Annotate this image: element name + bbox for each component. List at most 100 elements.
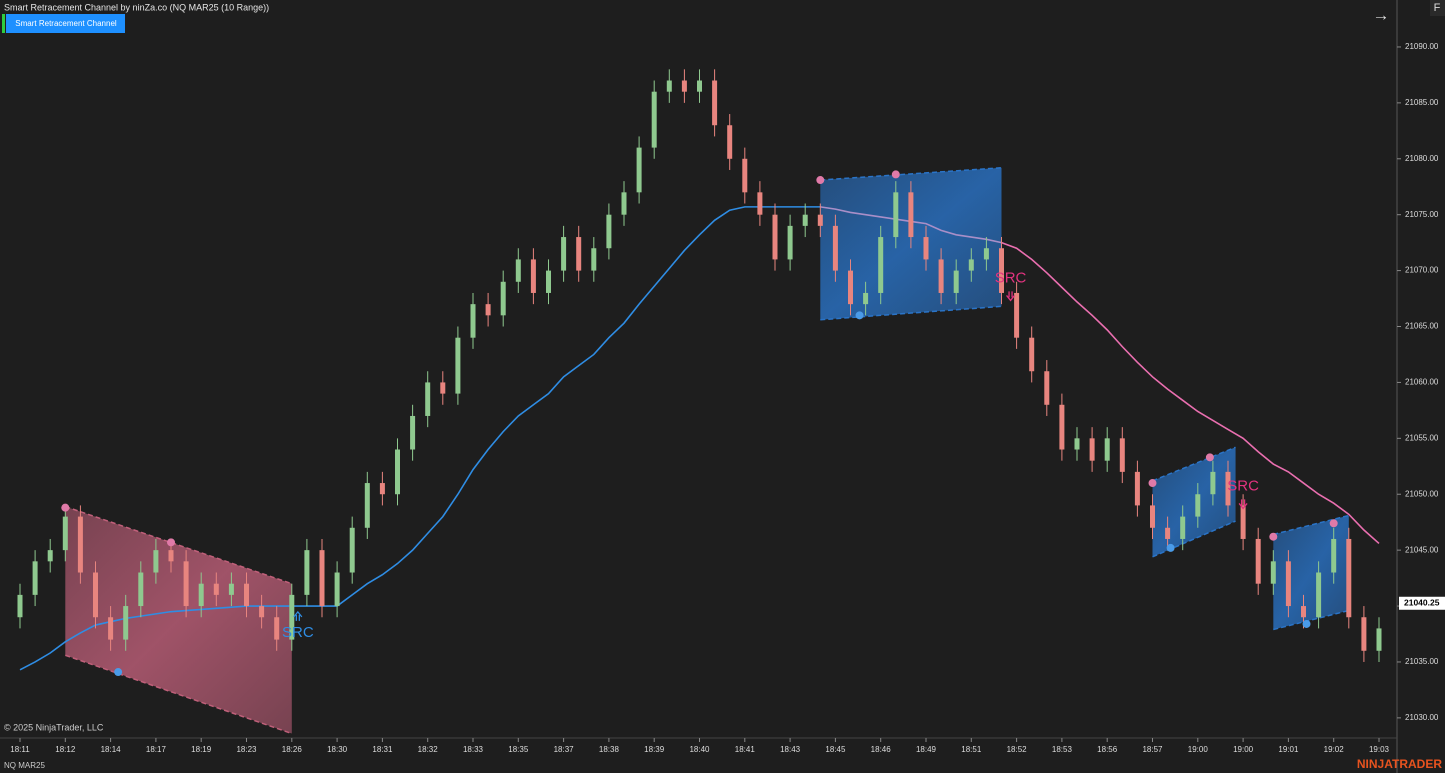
y-tick-label: 21030.00	[1405, 713, 1439, 722]
x-tick-label: 18:37	[554, 745, 575, 754]
x-tick-label: 18:23	[236, 745, 257, 754]
y-tick-label: 21070.00	[1405, 266, 1439, 275]
x-tick-label: 18:26	[282, 745, 303, 754]
menu-letter[interactable]: F	[1434, 2, 1441, 14]
x-tick-label: 18:56	[1097, 745, 1118, 754]
candle-body	[244, 583, 249, 607]
candle-body	[349, 527, 355, 573]
candle-body	[304, 550, 310, 595]
x-tick-label: 18:14	[101, 745, 122, 754]
x-tick-label: 18:33	[463, 745, 484, 754]
x-tick-label: 19:02	[1324, 745, 1345, 754]
signal-arrow	[1006, 291, 1016, 302]
candle-body	[379, 483, 385, 495]
trend-line	[1001, 241, 1380, 545]
pivot-dot	[891, 170, 900, 179]
pivot-dot	[816, 176, 825, 185]
channel-bottom	[820, 305, 1002, 321]
x-tick-label: 19:03	[1369, 745, 1390, 754]
candle-body	[1014, 292, 1020, 338]
pivot-dot	[167, 538, 175, 547]
signal-label: SRC	[282, 624, 314, 641]
x-tick-label: 18:11	[10, 745, 30, 754]
candle-body	[213, 583, 219, 595]
candle-body	[802, 214, 808, 226]
x-tick-label: 18:31	[372, 745, 393, 754]
x-tick-label: 18:30	[327, 745, 348, 754]
candle-body	[1029, 337, 1035, 372]
candle-body	[530, 259, 536, 293]
x-tick-label: 19:00	[1233, 745, 1254, 754]
channel-bottom	[1152, 520, 1236, 558]
x-tick-label: 18:35	[508, 745, 529, 754]
candle-body	[289, 594, 295, 640]
candle-body	[183, 561, 189, 607]
pivot-dot	[114, 668, 123, 677]
last-price-label: 21040.25	[1404, 598, 1440, 608]
x-tick-label: 19:01	[1278, 745, 1299, 754]
candle-body	[697, 80, 702, 92]
signal-label: SRC	[1227, 477, 1259, 494]
candle-body	[1361, 617, 1367, 651]
candle-body	[364, 483, 370, 528]
candle-body	[636, 147, 642, 193]
candle-body	[274, 617, 280, 640]
y-tick-label: 21045.00	[1405, 545, 1439, 554]
x-tick-label: 19:00	[1188, 745, 1209, 754]
x-tick-label: 18:52	[1007, 745, 1028, 754]
candle-body	[863, 292, 869, 305]
pivot-dot	[1148, 479, 1157, 488]
candle-body	[395, 449, 400, 495]
candle-body	[983, 248, 989, 260]
channel-top	[1273, 514, 1349, 536]
candle-body	[832, 225, 838, 271]
candle-body	[455, 337, 461, 394]
candle-body	[1210, 471, 1216, 495]
candle-body	[953, 270, 959, 293]
candle-body	[32, 561, 38, 595]
channel-top	[1152, 446, 1236, 482]
candle-body	[938, 259, 944, 293]
signal-arrow	[1238, 499, 1248, 510]
signal-arrow	[293, 610, 303, 621]
menu-button[interactable]	[1430, 0, 1445, 16]
candle-body	[259, 606, 265, 618]
candle-body	[108, 617, 114, 640]
x-tick-label: 18:38	[599, 745, 620, 754]
candle-body	[198, 583, 204, 607]
candle-body	[77, 516, 83, 573]
x-tick-label: 18:19	[191, 745, 212, 754]
y-tick-label: 21075.00	[1405, 210, 1439, 219]
candle-body	[591, 248, 597, 271]
candle-body	[1255, 538, 1261, 584]
candle-body	[999, 248, 1004, 293]
candle-body	[1225, 471, 1231, 506]
x-tick-label: 18:39	[644, 745, 665, 754]
indicator-button-label[interactable]: Smart Retracement Channel	[15, 19, 117, 28]
candle-body	[485, 304, 491, 316]
pivot-dot	[1166, 543, 1175, 552]
candle-body	[712, 80, 718, 126]
instrument: NQ MAR25	[4, 761, 45, 770]
candle-body	[62, 516, 68, 551]
candle-body	[1195, 494, 1201, 517]
candle-body	[228, 583, 234, 595]
candle-body	[817, 214, 823, 226]
candle-body	[1104, 438, 1110, 461]
candle-body	[576, 237, 582, 271]
x-tick-label: 18:12	[55, 745, 76, 754]
y-tick-label: 21090.00	[1405, 42, 1439, 51]
candle-body	[606, 214, 612, 249]
candle-body	[651, 91, 657, 148]
candle-body	[425, 382, 431, 416]
copyright: © 2025 NinjaTrader, LLC	[4, 722, 104, 732]
candle-body	[138, 572, 144, 607]
indicator-button[interactable]	[6, 14, 125, 33]
candle-body	[470, 304, 476, 338]
brand-logo: NINJATRADER	[1357, 757, 1442, 771]
candle-body	[1165, 527, 1171, 539]
candle-body	[1089, 438, 1095, 461]
nav-arrow[interactable]: →	[1373, 5, 1390, 24]
